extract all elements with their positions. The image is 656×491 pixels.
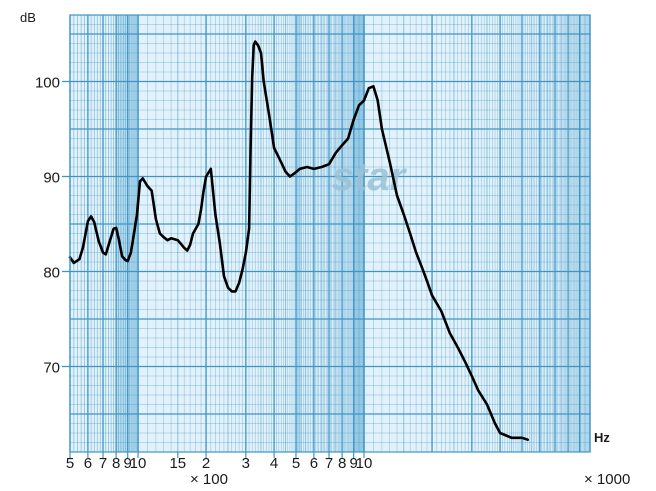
x-tick-label: 5 [66, 455, 74, 472]
x-axis-unit-label: Hz [594, 430, 610, 445]
x-tick-label: 10 [130, 455, 147, 472]
x-tick-label: 9 [350, 455, 358, 472]
x-multiplier-thousand: × 1000 [584, 471, 630, 488]
y-tick-label: 100 [35, 75, 60, 92]
plot-frame [69, 14, 591, 453]
y-axis-unit-label: dB [20, 10, 36, 25]
x-tick-label: 4 [270, 455, 278, 472]
x-tick-label: 6 [310, 455, 318, 472]
x-tick-label: 8 [338, 455, 346, 472]
y-tick-label: 70 [43, 360, 60, 377]
x-axis-ticks: 5 6 7 8 910 15 2 3 4 5 6 7 8 910 [66, 452, 373, 472]
x-tick-label: 9 [124, 455, 132, 472]
x-tick-label: 10 [356, 455, 373, 472]
x-tick-label: 2 [202, 455, 210, 472]
x-tick-label: 7 [325, 455, 333, 472]
x-tick-label: 5 [292, 455, 300, 472]
x-tick-label: 7 [99, 455, 107, 472]
y-tick-label: 80 [43, 265, 60, 282]
x-tick-label: 8 [112, 455, 120, 472]
x-tick-label: 6 [84, 455, 92, 472]
response-curve [68, 40, 529, 441]
x-tick-label: 15 [169, 455, 186, 472]
y-axis-ticks: 100 90 80 70 [35, 75, 70, 377]
x-multiplier-hundred: × 100 [190, 471, 228, 488]
x-tick-label: 3 [242, 455, 250, 472]
y-tick-label: 90 [43, 170, 60, 187]
